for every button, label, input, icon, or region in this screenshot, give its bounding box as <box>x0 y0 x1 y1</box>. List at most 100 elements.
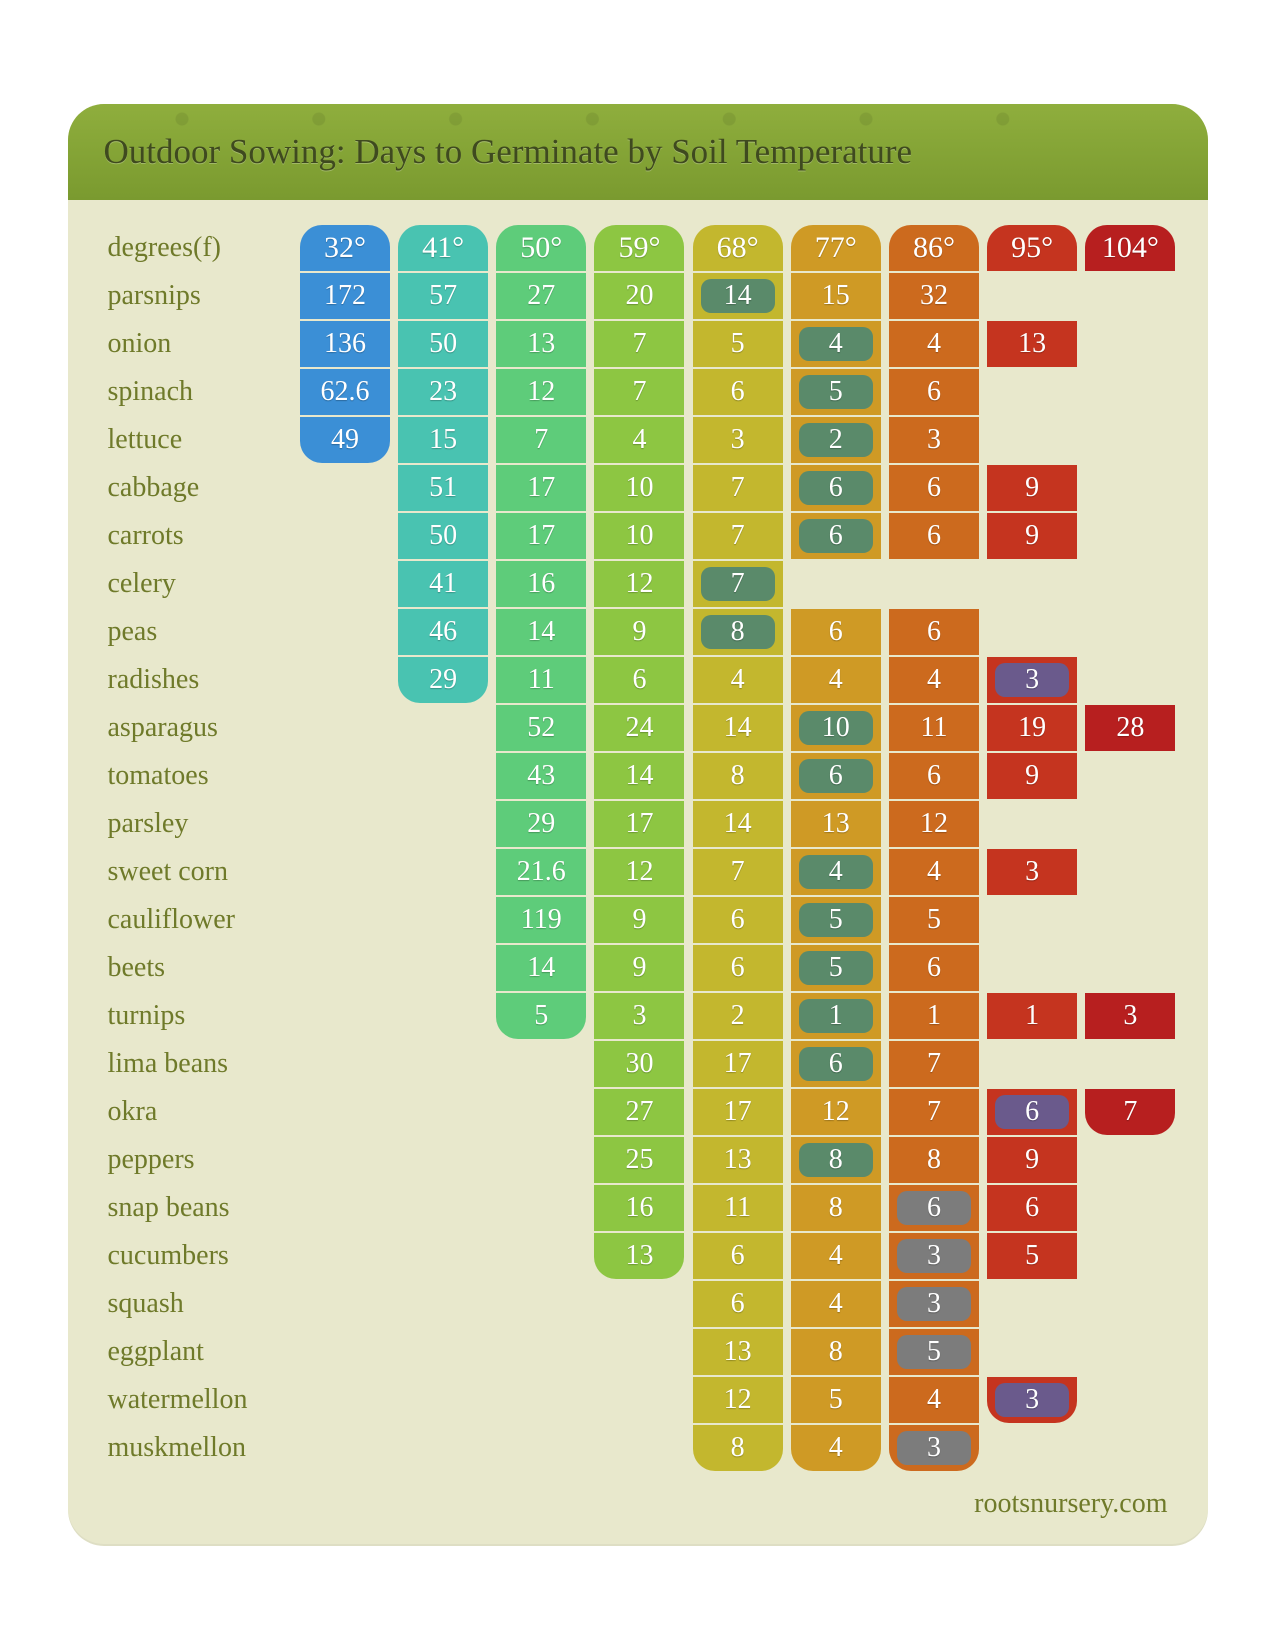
cell: 6 <box>885 368 983 416</box>
cell <box>1081 1328 1179 1376</box>
cell <box>492 1424 590 1472</box>
cell: 49 <box>296 416 394 464</box>
cell <box>983 944 1081 992</box>
cell <box>1081 1136 1179 1184</box>
cell: 6 <box>885 944 983 992</box>
cell: 7 <box>689 848 787 896</box>
cell: 13 <box>590 1232 688 1280</box>
cell: 6 <box>885 752 983 800</box>
cell: 15 <box>787 272 885 320</box>
plant-label: okra <box>96 1088 296 1136</box>
cell <box>296 848 394 896</box>
cell <box>590 1280 688 1328</box>
cell: 43 <box>492 752 590 800</box>
cell: 41 <box>394 560 492 608</box>
cell: 8 <box>689 1424 787 1472</box>
cell <box>296 1280 394 1328</box>
temp-header: 104° <box>1081 224 1179 272</box>
cell <box>983 608 1081 656</box>
cell <box>296 944 394 992</box>
cell: 1 <box>885 992 983 1040</box>
plant-label: spinach <box>96 368 296 416</box>
cell: 7 <box>492 416 590 464</box>
cell: 17 <box>689 1088 787 1136</box>
cell: 4 <box>590 416 688 464</box>
temp-header: 86° <box>885 224 983 272</box>
cell <box>787 560 885 608</box>
cell: 8 <box>787 1136 885 1184</box>
cell <box>1081 464 1179 512</box>
cell: 7 <box>590 320 688 368</box>
cell <box>394 848 492 896</box>
plant-label: cauliflower <box>96 896 296 944</box>
temp-header: 50° <box>492 224 590 272</box>
plant-label: eggplant <box>96 1328 296 1376</box>
cell <box>1081 1376 1179 1424</box>
cell: 6 <box>787 1040 885 1088</box>
cell: 3 <box>885 416 983 464</box>
cell: 11 <box>885 704 983 752</box>
cell: 6 <box>787 608 885 656</box>
cell <box>590 1328 688 1376</box>
cell <box>1081 560 1179 608</box>
cell: 16 <box>492 560 590 608</box>
plant-label: cucumbers <box>96 1232 296 1280</box>
cell: 2 <box>689 992 787 1040</box>
cell: 2 <box>787 416 885 464</box>
cell <box>492 1376 590 1424</box>
plant-label: turnips <box>96 992 296 1040</box>
plant-label: watermellon <box>96 1376 296 1424</box>
cell: 3 <box>590 992 688 1040</box>
cell <box>296 608 394 656</box>
cell: 10 <box>590 512 688 560</box>
cell: 13 <box>787 800 885 848</box>
cell: 7 <box>885 1040 983 1088</box>
cell: 119 <box>492 896 590 944</box>
cell <box>394 1184 492 1232</box>
cell <box>492 1184 590 1232</box>
cell: 4 <box>787 1280 885 1328</box>
cell: 3 <box>885 1280 983 1328</box>
cell: 30 <box>590 1040 688 1088</box>
cell: 14 <box>689 704 787 752</box>
cell: 14 <box>689 800 787 848</box>
cell <box>1081 848 1179 896</box>
cell <box>296 1232 394 1280</box>
cell <box>394 896 492 944</box>
cell <box>394 1328 492 1376</box>
cell <box>296 656 394 704</box>
plant-label: lettuce <box>96 416 296 464</box>
cell: 136 <box>296 320 394 368</box>
plant-label: peppers <box>96 1136 296 1184</box>
cell: 11 <box>492 656 590 704</box>
plant-label: radishes <box>96 656 296 704</box>
cell: 5 <box>885 1328 983 1376</box>
cell <box>296 464 394 512</box>
cell: 6 <box>590 656 688 704</box>
cell: 17 <box>590 800 688 848</box>
cell <box>394 1280 492 1328</box>
temp-header: 95° <box>983 224 1081 272</box>
cell <box>296 992 394 1040</box>
cell <box>492 1280 590 1328</box>
cell: 4 <box>885 320 983 368</box>
cell <box>296 896 394 944</box>
cell: 13 <box>689 1136 787 1184</box>
cell: 1 <box>983 992 1081 1040</box>
cell <box>1081 1184 1179 1232</box>
cell: 8 <box>787 1184 885 1232</box>
cell <box>983 368 1081 416</box>
cell <box>394 1040 492 1088</box>
cell: 7 <box>1081 1088 1179 1136</box>
cell <box>983 560 1081 608</box>
cell <box>983 896 1081 944</box>
cell: 14 <box>590 752 688 800</box>
cell <box>1081 368 1179 416</box>
cell: 62.6 <box>296 368 394 416</box>
cell: 6 <box>689 1232 787 1280</box>
cell <box>885 560 983 608</box>
cell: 12 <box>885 800 983 848</box>
temp-header: 68° <box>689 224 787 272</box>
cell: 3 <box>983 848 1081 896</box>
cell: 6 <box>689 368 787 416</box>
